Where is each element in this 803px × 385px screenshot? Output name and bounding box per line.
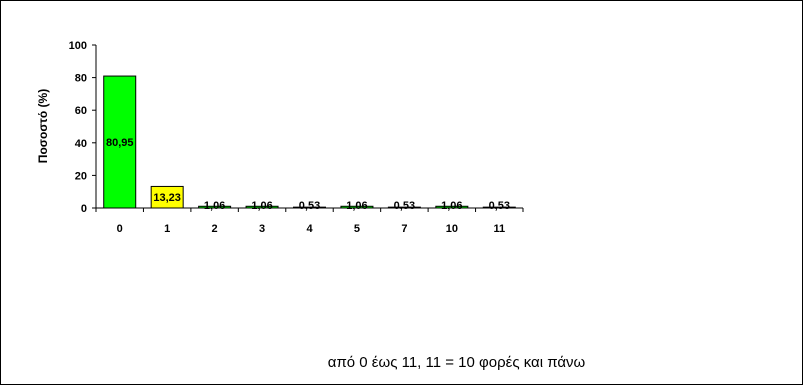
x-tick-label: 5 [354,223,360,235]
y-tick-label: 100 [69,40,87,52]
x-tick-label: 10 [446,223,458,235]
x-tick-label: 11 [493,223,505,235]
y-tick-label: 60 [75,105,87,117]
x-tick-label: 3 [259,223,265,235]
y-tick-label: 40 [75,138,87,150]
x-tick-label: 4 [306,223,313,235]
y-axis: 0 20 40 60 80 100 [69,40,97,215]
data-label: 0,53 [489,200,510,212]
data-label: 0,53 [394,200,415,212]
x-tick-label: 1 [164,223,170,235]
y-tick-label: 0 [81,203,87,215]
x-tick-label: 0 [117,223,123,235]
x-tick-label: 7 [401,223,407,235]
x-axis: 0 1 2 3 4 5 7 10 11 [95,207,524,235]
x-tick-label: 2 [212,223,218,235]
caption-text: από 0 έως 11, 11 = 10 φορές και πάνω [327,354,586,371]
chart-caption: από 0 έως 11, 11 = 10 φορές και πάνω [0,354,803,371]
data-label: 13,23 [153,192,181,204]
y-tick-label: 80 [75,73,87,85]
data-label: 1,06 [204,200,225,212]
y-tick-label: 20 [75,170,87,182]
data-label: 80,95 [106,137,134,149]
data-label: 1,06 [346,200,367,212]
data-label: 0,53 [299,200,320,212]
y-axis-label: Ποσοστό (%) [36,89,50,163]
bars: 80,95 13,23 1,06 1,06 0,53 1,06 0,53 1,06 0,53 [103,75,516,212]
bar-0 [103,75,137,209]
data-label: 1,06 [251,200,272,212]
data-label: 1,06 [441,200,462,212]
